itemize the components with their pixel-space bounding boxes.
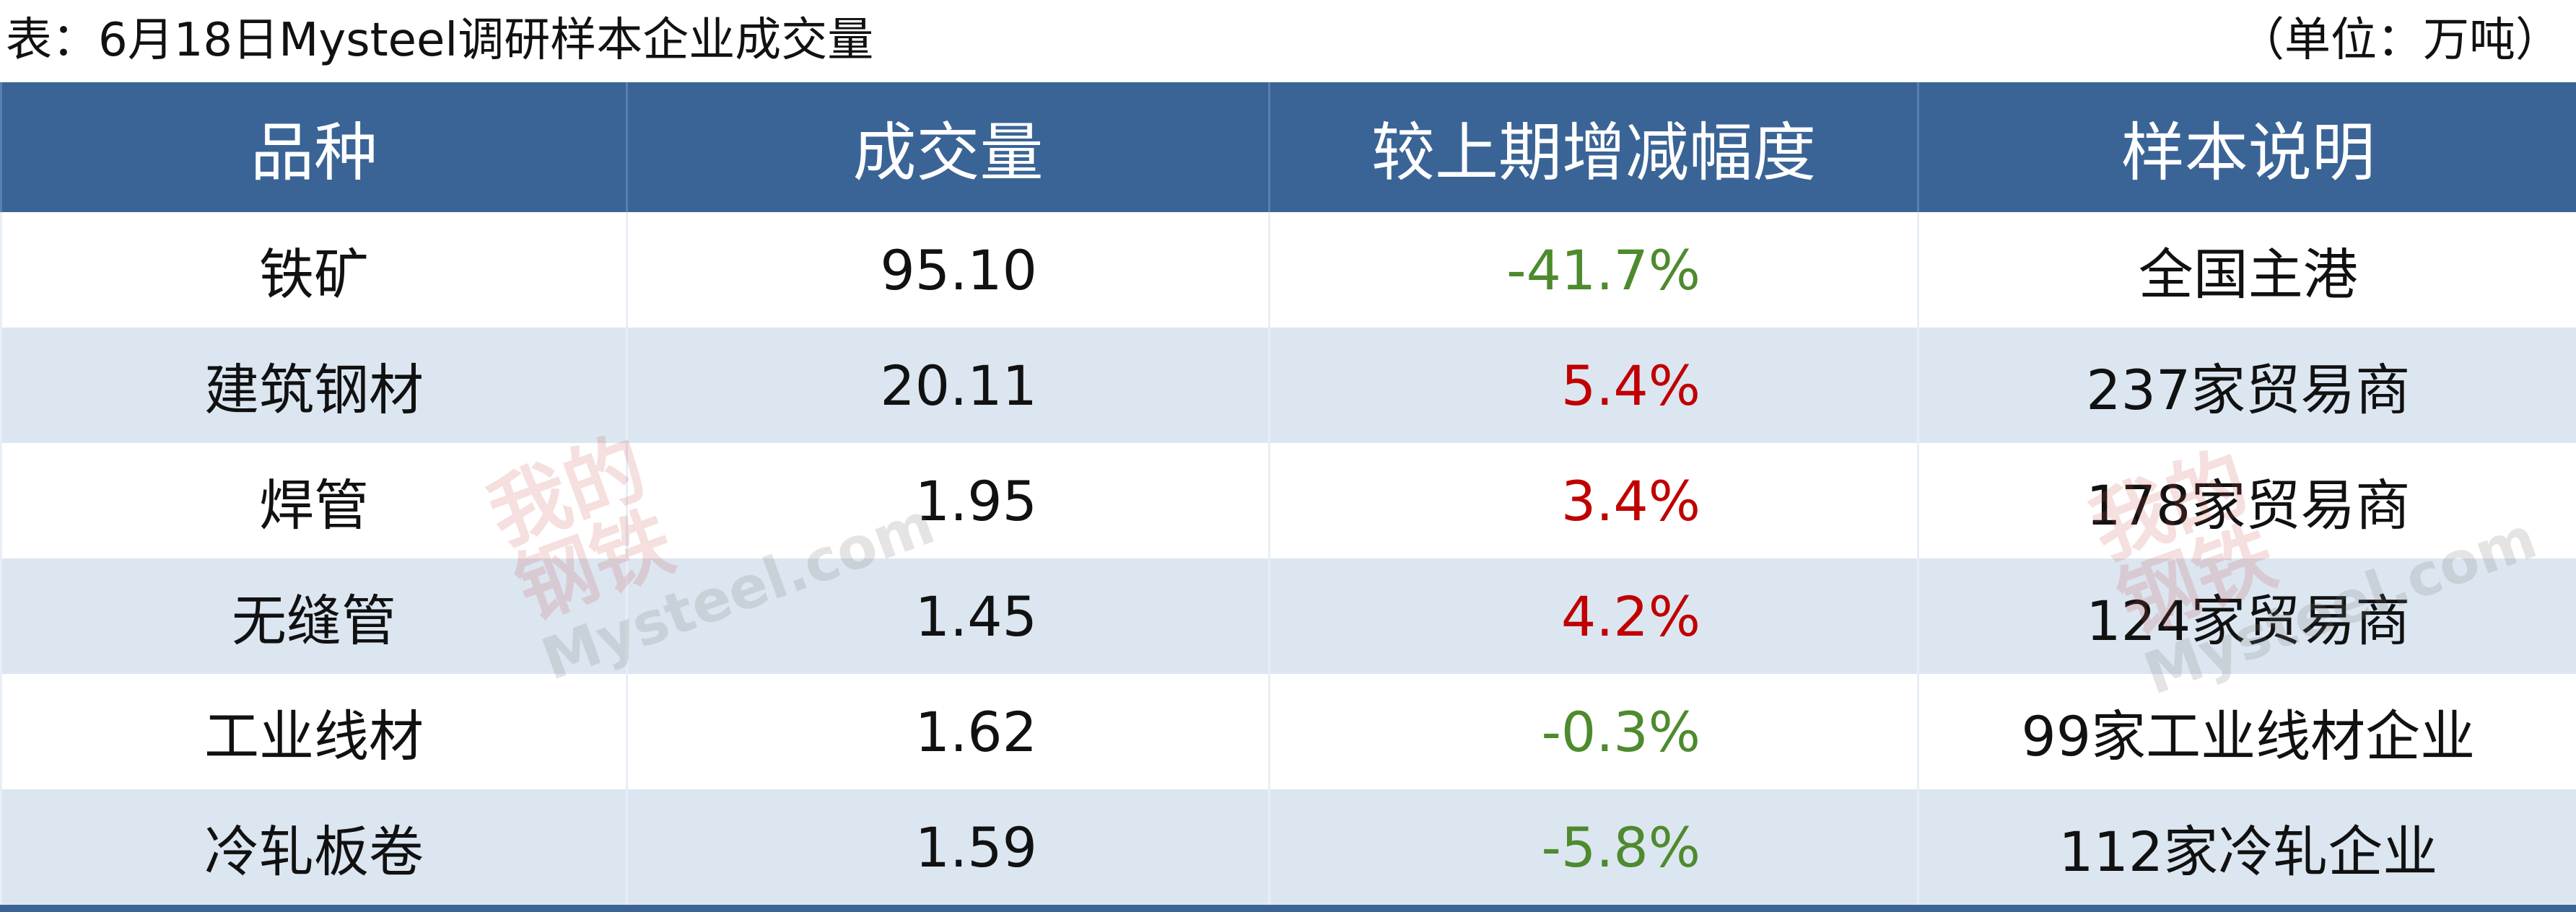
sample-cell: 112家冷轧企业 — [1918, 789, 2576, 908]
header-cell: 较上期增减幅度 — [1270, 82, 1918, 212]
sample-cell: 全国主港 — [1918, 212, 2576, 328]
header-row: 品种 成交量 较上期增减幅度 样本说明 — [1, 82, 2576, 212]
sample-cell: 237家贸易商 — [1918, 328, 2576, 443]
variety-cell: 无缝管 — [1, 558, 627, 674]
volume-cell: 1.45 — [627, 558, 1270, 674]
volume-cell: 20.11 — [627, 328, 1270, 443]
change-cell: -41.7% — [1270, 212, 1918, 328]
header-cell: 样本说明 — [1918, 82, 2576, 212]
title: 表：6月18日Mysteel调研样本企业成交量 — [6, 6, 873, 75]
change-cell: 5.4% — [1270, 328, 1918, 443]
change-cell: 4.2% — [1270, 558, 1918, 674]
volume-cell: 1.62 — [627, 674, 1270, 789]
change-cell: -0.3% — [1270, 674, 1918, 789]
variety-cell: 焊管 — [1, 443, 627, 558]
volume-cell: 95.10 — [627, 212, 1270, 328]
unit: （单位：万吨） — [2238, 6, 2562, 75]
variety-cell: 铁矿 — [1, 212, 627, 328]
header-cell: 品种 — [1, 82, 627, 212]
sample-cell: 124家贸易商 — [1918, 558, 2576, 674]
variety-cell: 工业线材 — [1, 674, 627, 789]
sample-cell: 99家工业线材企业 — [1918, 674, 2576, 789]
change-cell: 3.4% — [1270, 443, 1918, 558]
header-cell: 成交量 — [627, 82, 1270, 212]
change-cell: -5.8% — [1270, 789, 1918, 908]
sample-cell: 178家贸易商 — [1918, 443, 2576, 558]
variety-cell: 冷轧板卷 — [1, 789, 627, 908]
variety-cell: 建筑钢材 — [1, 328, 627, 443]
volume-cell: 1.95 — [627, 443, 1270, 558]
volume-cell: 1.59 — [627, 789, 1270, 908]
